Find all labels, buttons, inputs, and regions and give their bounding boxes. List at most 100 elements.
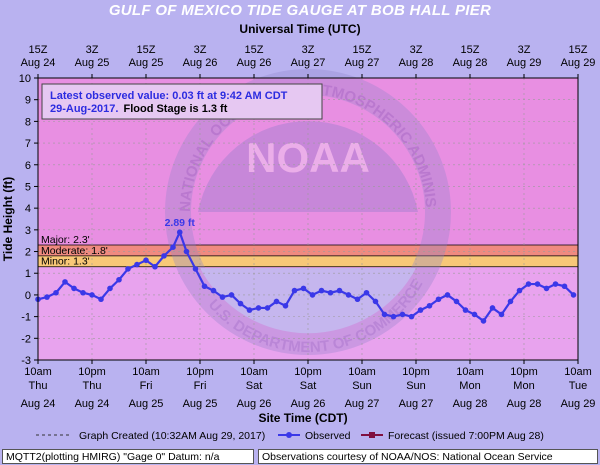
y-tick-label: 8 [25,116,31,128]
observed-point [498,311,505,318]
observed-point [273,298,280,305]
bottom-tick-date: Aug 27 [345,398,380,410]
bottom-tick-time: 10pm [510,366,538,378]
observed-point [552,281,559,287]
observed-point [534,281,541,287]
observed-point [480,318,487,324]
bottom-tick-time: 10am [348,366,376,378]
bottom-tick-date: Aug 25 [183,398,218,410]
observed-point [543,285,550,292]
observed-point [327,289,334,296]
noaa-ring [165,69,451,355]
observed-point [161,253,167,259]
top-tick-time: 3Z [410,44,423,56]
observed-point [237,300,244,307]
legend-observed-label: Observed [305,430,351,442]
bottom-tick-date: Aug 25 [129,398,164,410]
bottom-tick-day: Mon [459,380,480,392]
observed-point [408,313,415,320]
top-tick-time: 3Z [518,44,531,56]
top-tick-time: 15Z [569,44,588,56]
observed-point [176,229,183,236]
observed-point [264,305,271,311]
observed-point [201,283,208,290]
top-tick-date: Aug 26 [237,57,272,69]
flood-label-minor: Minor: 1.3' [41,256,90,268]
flood-label-major: Major: 2.3' [41,234,90,246]
y-tick-label: 10 [19,73,31,85]
observed-point [152,263,158,270]
y-axis-title: Tide Height (ft) [1,177,15,261]
top-tick-date: Aug 29 [561,57,596,69]
observed-point [390,313,397,320]
y-tick-label: 2 [25,247,31,259]
observed-point [444,292,451,298]
top-tick-date: Aug 26 [183,57,218,69]
observed-point [399,311,406,318]
observed-point [309,292,316,298]
observed-point [210,287,217,294]
observed-point [282,302,289,309]
top-tick-time: 15Z [137,44,156,56]
observed-point [354,296,361,303]
observed-point [489,305,496,311]
observed-point [44,294,50,300]
observed-point [363,289,370,296]
observed-point [255,305,262,311]
observed-point [372,298,379,305]
observed-point [170,244,176,250]
y-tick-label: 1 [25,268,31,280]
top-tick-date: Aug 24 [21,57,56,69]
observed-points [35,229,577,324]
bottom-tick-time: 10am [132,366,160,378]
legend-forecast-marker [369,432,375,438]
bottom-tick-day: Thu [83,380,102,392]
observed-point [345,292,352,298]
observed-point [219,294,226,300]
bottom-tick-day: Sun [352,380,372,392]
legend-forecast-label: Forecast (issued 7:00PM Aug 28) [388,430,544,442]
latest-value-box: Latest observed value: 0.03 ft at 9:42 A… [41,83,323,120]
observed-point [471,311,478,318]
observed-point [561,283,568,290]
bottom-tick-time: 10pm [294,366,322,378]
observed-point [381,311,388,318]
bottom-tick-date: Aug 24 [75,398,110,410]
observed-point [417,307,424,313]
bottom-tick-date: Aug 28 [507,398,542,410]
y-tick-label: 4 [25,203,31,215]
y-tick-label: 3 [25,225,31,237]
observed-point [71,285,77,292]
bottom-tick-date: Aug 28 [453,398,488,410]
top-tick-date: Aug 27 [291,57,326,69]
top-tick-time: 15Z [353,44,372,56]
observed-point [183,248,190,255]
legend-observed-marker [286,432,292,438]
observed-point [116,276,122,283]
top-tick-date: Aug 27 [345,57,380,69]
observed-point [318,287,325,294]
footer-credit: Observations courtesy of NOAA/NOS: Natio… [258,449,598,464]
observed-point [516,287,523,294]
observed-point [125,266,131,272]
observed-point [300,285,307,292]
flood-stage-text: 29-Aug-2017. Flood Stage is 1.3 ft [50,103,228,115]
y-tick-label: 0 [25,290,31,302]
observed-point [426,302,433,309]
observed-point [53,289,59,296]
legend: Graph Created (10:32AM Aug 29, 2017) Obse… [36,430,544,442]
observed-point [462,307,469,313]
x-axis-title: Site Time (CDT) [258,411,347,425]
bottom-tick-date: Aug 26 [237,398,272,410]
moderate-flood-band [38,245,578,256]
observed-point [143,257,149,264]
bottom-tick-day: Sat [300,380,317,392]
bottom-tick-time: 10pm [78,366,106,378]
observed-point [89,292,95,298]
bottom-tick-day: Fri [194,380,207,392]
y-tick-label: 5 [25,181,31,193]
y-tick-label: -1 [21,312,31,324]
bottom-tick-time: 10am [564,366,592,378]
bottom-tick-day: Tue [569,380,588,392]
